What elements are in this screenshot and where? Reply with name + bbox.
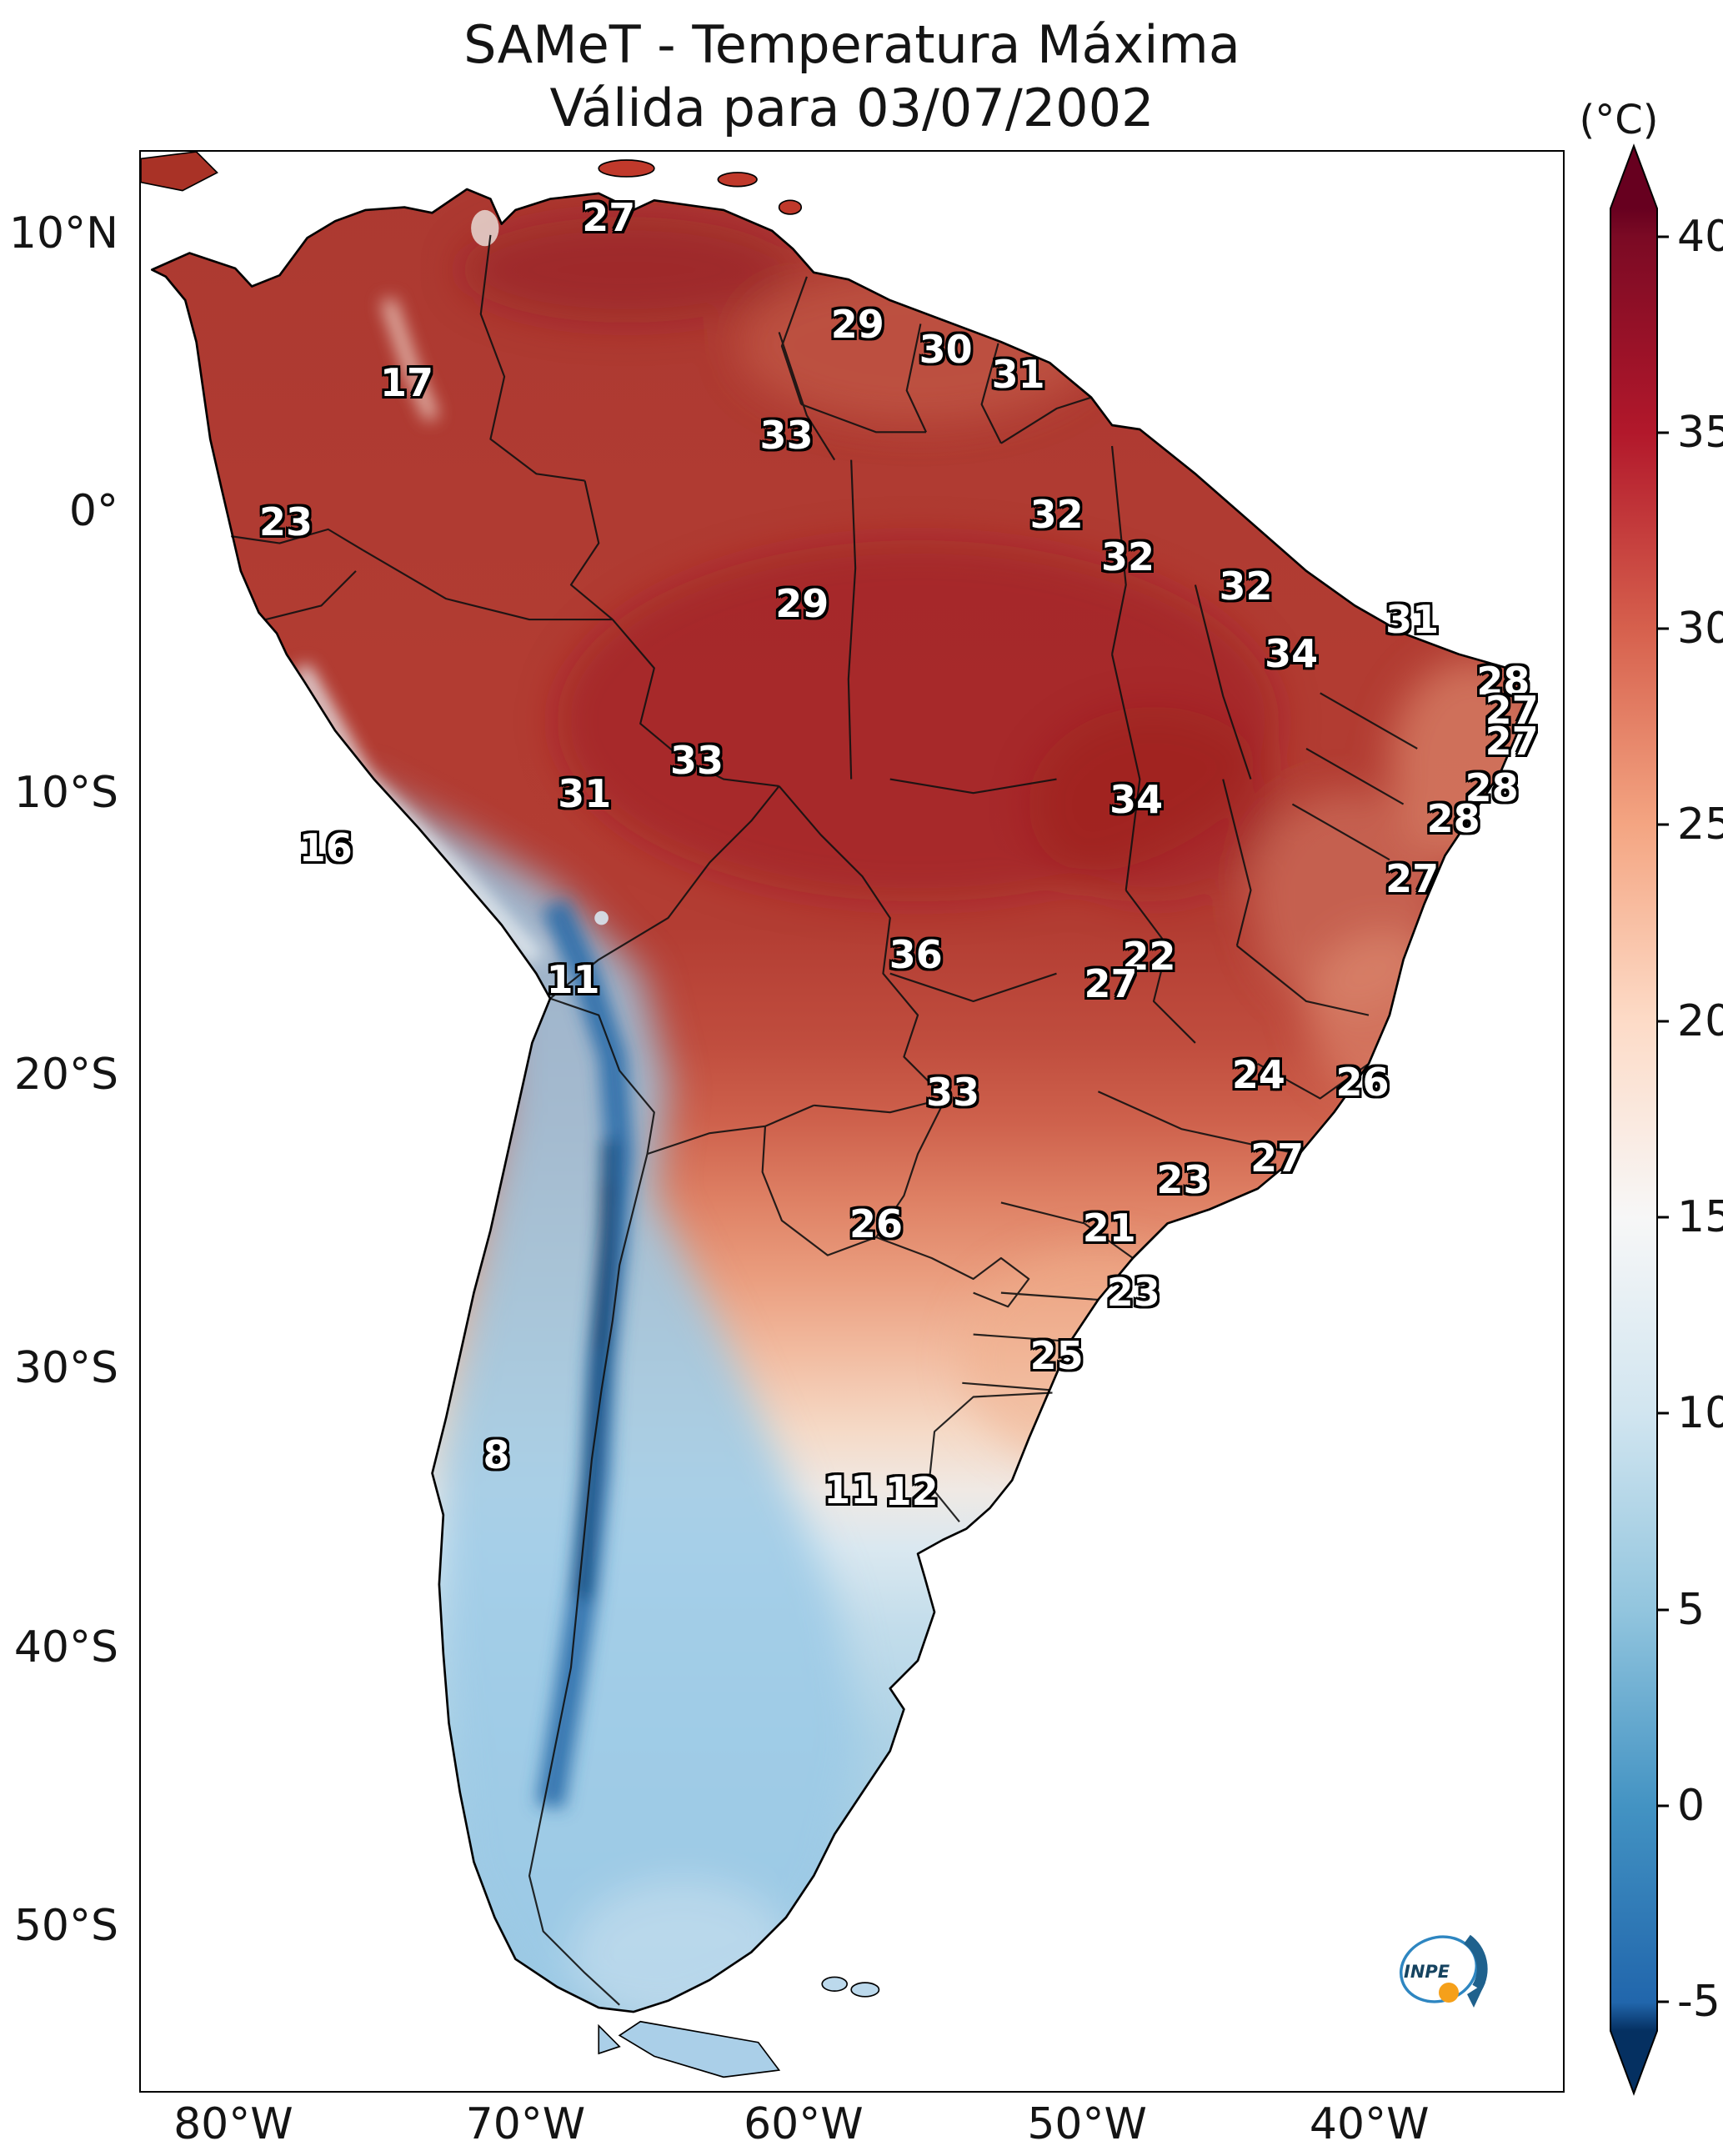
arrow-head bbox=[1467, 1983, 1485, 2008]
lat-tick-label: 30°S bbox=[13, 1342, 118, 1393]
colorbar-tick-mark bbox=[1658, 823, 1669, 826]
colorbar-tick-label: 20 bbox=[1677, 995, 1723, 1046]
map-frame: 27 29 30 31 17 33 23 32 32 32 29 31 34 28 27 27 33 28 31 34… bbox=[139, 150, 1565, 2093]
longitude-axis: 80°W 70°W 60°W 50°W 40°W bbox=[139, 2096, 1565, 2154]
lon-tick-label: 40°W bbox=[1309, 2099, 1430, 2149]
colorbar-tick-mark bbox=[1658, 1020, 1669, 1023]
colorbar-gradient bbox=[1610, 143, 1658, 2096]
map-title: SAMeT - Temperatura Máxima bbox=[463, 14, 1240, 75]
colorbar-tick-label: 30 bbox=[1677, 604, 1723, 654]
orange-dot bbox=[1439, 1983, 1459, 2003]
colorbar-unit-label: (°C) bbox=[1579, 97, 1659, 143]
temperature-field bbox=[152, 188, 1529, 2013]
colorbar-tick-label: 40 bbox=[1677, 211, 1723, 262]
swoosh-arrow bbox=[1463, 1934, 1488, 1991]
colorbar-tick-label: -5 bbox=[1677, 1976, 1720, 2027]
inpe-logo-graphic: INPE bbox=[1399, 1934, 1488, 2008]
islands bbox=[141, 152, 880, 2078]
tierra-del-fuego bbox=[618, 2020, 781, 2078]
colorbar-tick-mark bbox=[1658, 627, 1669, 630]
central-america-edge bbox=[141, 152, 218, 192]
colorbar-tick-label: 15 bbox=[1677, 1191, 1723, 1242]
lat-tick-label: 10°N bbox=[8, 208, 118, 259]
lake-titicaca bbox=[594, 910, 609, 925]
falkland-islands-west bbox=[821, 1976, 849, 1992]
lat-tick-label: 20°S bbox=[13, 1050, 118, 1101]
lake-maracaibo bbox=[471, 209, 499, 247]
colorbar-tick-label: 25 bbox=[1677, 800, 1723, 850]
trinidad-island bbox=[778, 199, 803, 215]
colorbar-tick-label: 5 bbox=[1677, 1584, 1705, 1635]
inpe-logo-text: INPE bbox=[1404, 1962, 1450, 1982]
colorbar-tick-label: 35 bbox=[1677, 407, 1723, 458]
south-america-temperature-map bbox=[141, 152, 1530, 2078]
lat-tick-label: 40°S bbox=[13, 1622, 118, 1673]
colorbar-tick-label: 0 bbox=[1677, 1780, 1705, 1831]
country-state-borders bbox=[231, 234, 1418, 2006]
caribbean-island bbox=[598, 159, 655, 178]
caribbean-island bbox=[717, 172, 758, 188]
colorbar-tick-label: 10 bbox=[1677, 1388, 1723, 1439]
falkland-islands-east bbox=[850, 1982, 880, 1998]
colorbar-tick-mark bbox=[1658, 1411, 1669, 1415]
lat-tick-label: 10°S bbox=[13, 768, 118, 819]
lon-tick-label: 60°W bbox=[744, 2099, 864, 2149]
colorbar-tick-mark bbox=[1658, 1216, 1669, 1219]
lon-tick-label: 70°W bbox=[465, 2099, 586, 2149]
colorbar-tick-mark bbox=[1658, 431, 1669, 434]
colorbar-tick-mark bbox=[1658, 2000, 1669, 2003]
lon-tick-label: 80°W bbox=[173, 2099, 293, 2149]
map-subtitle: Válida para 03/07/2002 bbox=[549, 78, 1155, 138]
lon-tick-label: 50°W bbox=[1027, 2099, 1147, 2149]
colorbar bbox=[1610, 143, 1658, 2096]
colorbar-tick-mark bbox=[1658, 1804, 1669, 1808]
title-block: SAMeT - Temperatura Máxima Válida para 0… bbox=[139, 13, 1565, 140]
lat-tick-label: 50°S bbox=[13, 1900, 118, 1951]
colorbar-ticks: 40 35 30 25 20 15 10 5 0 -5 bbox=[1610, 146, 1723, 2093]
lat-tick-label: 0° bbox=[68, 486, 118, 537]
inpe-logo: INPE bbox=[1387, 1918, 1500, 2031]
colorbar-tick-mark bbox=[1658, 235, 1669, 238]
latitude-axis: 10°N 0° 10°S 20°S 30°S 40°S 50°S bbox=[0, 150, 127, 2093]
colorbar-tick-mark bbox=[1658, 1608, 1669, 1611]
